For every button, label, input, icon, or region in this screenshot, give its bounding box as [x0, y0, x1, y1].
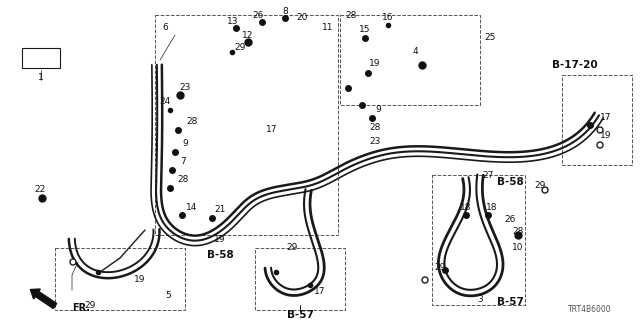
Text: FR.: FR.	[72, 303, 90, 313]
Text: 4: 4	[412, 47, 418, 57]
Bar	[255, 248, 345, 310]
Text: 22: 22	[35, 186, 45, 195]
Bar	[22, 48, 60, 68]
Bar	[340, 15, 480, 105]
Circle shape	[542, 187, 548, 193]
Text: 3: 3	[477, 295, 483, 305]
Text: 14: 14	[186, 204, 198, 212]
Text: 21: 21	[214, 205, 226, 214]
Circle shape	[597, 127, 603, 133]
Text: 26: 26	[504, 215, 516, 225]
Bar	[432, 175, 525, 305]
Text: 19: 19	[214, 236, 226, 244]
Text: 18: 18	[486, 204, 498, 212]
Text: 29: 29	[435, 263, 445, 273]
Circle shape	[422, 277, 428, 283]
Bar	[55, 248, 185, 310]
Text: 9: 9	[182, 139, 188, 148]
Text: 28: 28	[186, 117, 198, 126]
Text: 6: 6	[162, 23, 168, 33]
Text: B-57: B-57	[287, 310, 314, 320]
Text: 25: 25	[484, 34, 496, 43]
Text: 28: 28	[345, 11, 356, 20]
Text: 18: 18	[460, 204, 472, 212]
Text: 23: 23	[369, 138, 381, 147]
Text: TRT4B6000: TRT4B6000	[568, 305, 612, 314]
Text: 27: 27	[483, 171, 493, 180]
Text: 28: 28	[369, 124, 381, 132]
Text: 17: 17	[600, 114, 611, 123]
Text: 12: 12	[243, 30, 253, 39]
Text: 19: 19	[134, 276, 146, 284]
Text: 13: 13	[227, 18, 239, 27]
Text: 20: 20	[296, 13, 308, 22]
Text: 24: 24	[159, 98, 171, 107]
Text: 29: 29	[534, 180, 546, 189]
Bar	[155, 15, 338, 235]
Text: 10: 10	[512, 244, 524, 252]
Text: 26: 26	[252, 11, 264, 20]
Circle shape	[597, 142, 603, 148]
Text: 11: 11	[323, 23, 333, 33]
Text: 23: 23	[179, 83, 191, 92]
Text: 16: 16	[382, 13, 394, 22]
Text: 28: 28	[177, 175, 189, 185]
Bar	[562, 75, 632, 165]
Text: B-57: B-57	[497, 297, 524, 307]
Circle shape	[70, 259, 76, 265]
Text: 17: 17	[266, 125, 278, 134]
FancyArrow shape	[30, 289, 57, 308]
Text: 9: 9	[375, 106, 381, 115]
Text: 19: 19	[600, 131, 611, 140]
Text: 19: 19	[369, 59, 381, 68]
Text: 8: 8	[282, 6, 288, 15]
Text: 5: 5	[165, 292, 171, 300]
Text: 29: 29	[84, 300, 96, 309]
Text: B-58: B-58	[207, 250, 234, 260]
Text: 1: 1	[38, 74, 44, 83]
Text: 15: 15	[359, 26, 371, 35]
Text: 17: 17	[314, 287, 326, 297]
Text: 29: 29	[234, 44, 246, 52]
Text: 7: 7	[180, 157, 186, 166]
Text: 29: 29	[286, 244, 298, 252]
Text: B-58: B-58	[497, 177, 524, 187]
Text: 28: 28	[512, 228, 524, 236]
Text: B-17-20: B-17-20	[552, 60, 598, 70]
